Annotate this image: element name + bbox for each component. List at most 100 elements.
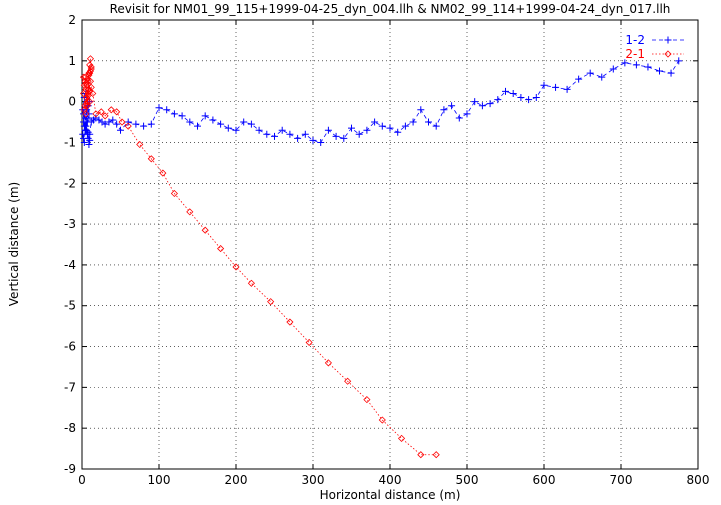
diamond-marker [83, 100, 91, 108]
diamond-marker [81, 102, 89, 110]
x-tick-label: 300 [302, 473, 325, 487]
y-axis-label: Vertical distance (m) [7, 182, 21, 306]
plus-marker [124, 118, 132, 126]
plus-marker [371, 118, 379, 126]
y-tick-label: -5 [64, 299, 76, 313]
plus-marker [247, 120, 255, 128]
diamond-marker [201, 226, 209, 234]
diamond-marker [87, 83, 95, 91]
plus-marker [317, 138, 325, 146]
plus-marker [586, 69, 594, 77]
plus-marker [463, 110, 471, 118]
plus-marker [340, 134, 348, 142]
diamond-marker [232, 263, 240, 271]
plus-marker [209, 116, 217, 124]
diamond-marker [397, 434, 406, 442]
x-axis-label: Horizontal distance (m) [320, 488, 461, 502]
plus-marker [478, 102, 486, 110]
plus-marker [575, 75, 583, 83]
plus-marker [271, 132, 278, 140]
diamond-marker [378, 416, 386, 424]
plus-marker [113, 120, 121, 128]
plus-marker [517, 94, 525, 102]
plus-marker [224, 124, 232, 132]
plus-marker [117, 126, 124, 134]
x-tick-label: 0 [78, 473, 86, 487]
y-tick-label: -4 [64, 258, 76, 272]
diamond-marker [363, 396, 371, 404]
diamond-marker [107, 106, 115, 114]
y-tick-label: 2 [68, 13, 76, 27]
y-tick-label: 1 [68, 54, 76, 68]
y-tick-label: -2 [64, 176, 76, 190]
plus-marker [471, 98, 479, 106]
plus-marker [105, 118, 113, 126]
series-line [82, 60, 680, 145]
y-tick-label: -9 [64, 462, 76, 476]
x-tick-label: 600 [533, 473, 556, 487]
plus-marker [425, 118, 432, 126]
plus-marker [494, 96, 502, 104]
plus-marker [525, 96, 533, 104]
plus-marker [86, 130, 94, 138]
plus-marker [80, 118, 88, 126]
y-tick-label: -1 [64, 135, 76, 149]
x-tick-label: 700 [610, 473, 633, 487]
plus-marker [401, 122, 409, 130]
diamond-marker [101, 112, 109, 120]
x-tick-label: 500 [456, 473, 479, 487]
plus-marker [621, 59, 629, 67]
plus-marker [301, 130, 309, 138]
x-tick-label: 400 [379, 473, 402, 487]
diamond-marker [97, 108, 105, 116]
plus-marker [186, 118, 194, 126]
plus-marker [163, 106, 171, 114]
plus-marker [632, 61, 640, 69]
diamond-marker [113, 108, 121, 116]
y-tick-label: -7 [64, 380, 76, 394]
plus-marker [80, 138, 88, 146]
plus-marker [263, 130, 271, 138]
plus-marker [79, 106, 87, 114]
plus-marker [448, 102, 456, 110]
diamond-marker [147, 155, 155, 163]
plus-marker [355, 130, 363, 138]
legend: 1-22-1 [625, 33, 684, 61]
plus-marker [664, 36, 672, 44]
diamond-marker [432, 451, 440, 459]
diamond-marker [92, 110, 100, 118]
axis-ticks: 0 100 200 300 400 500 600 700 800 -9 -8 -7 -6 -5 -4 -3 -… [64, 13, 709, 487]
plus-marker [147, 120, 155, 128]
plus-marker [509, 89, 517, 97]
plus-marker [232, 126, 240, 134]
plus-marker [417, 106, 425, 114]
diamond-marker [247, 279, 255, 287]
diamond-marker [286, 318, 294, 326]
plus-marker [309, 136, 317, 144]
plus-marker [540, 81, 548, 89]
diamond-marker [344, 377, 352, 385]
diamond-marker [305, 338, 313, 347]
plus-marker [140, 122, 148, 130]
diamond-marker [86, 69, 94, 77]
diamond-marker [324, 359, 332, 367]
plus-marker [101, 120, 109, 128]
grid [82, 20, 698, 469]
diamond-marker [664, 50, 672, 58]
plus-marker [217, 120, 225, 128]
plus-marker [155, 104, 163, 112]
series-1-2 [79, 57, 683, 148]
diamond-marker [89, 89, 97, 98]
legend-label: 1-2 [625, 33, 645, 47]
plus-marker [170, 110, 178, 118]
plus-marker [563, 85, 571, 93]
plus-marker [386, 124, 394, 132]
plus-marker [363, 126, 371, 134]
y-tick-label: -8 [64, 421, 76, 435]
diamond-marker [136, 140, 144, 149]
x-tick-label: 100 [148, 473, 171, 487]
plus-marker [656, 67, 663, 75]
plus-marker [644, 63, 652, 71]
chart-title: Revisit for NM01_99_115+1999-04-25_dyn_0… [110, 2, 671, 16]
diamond-marker [186, 208, 194, 216]
